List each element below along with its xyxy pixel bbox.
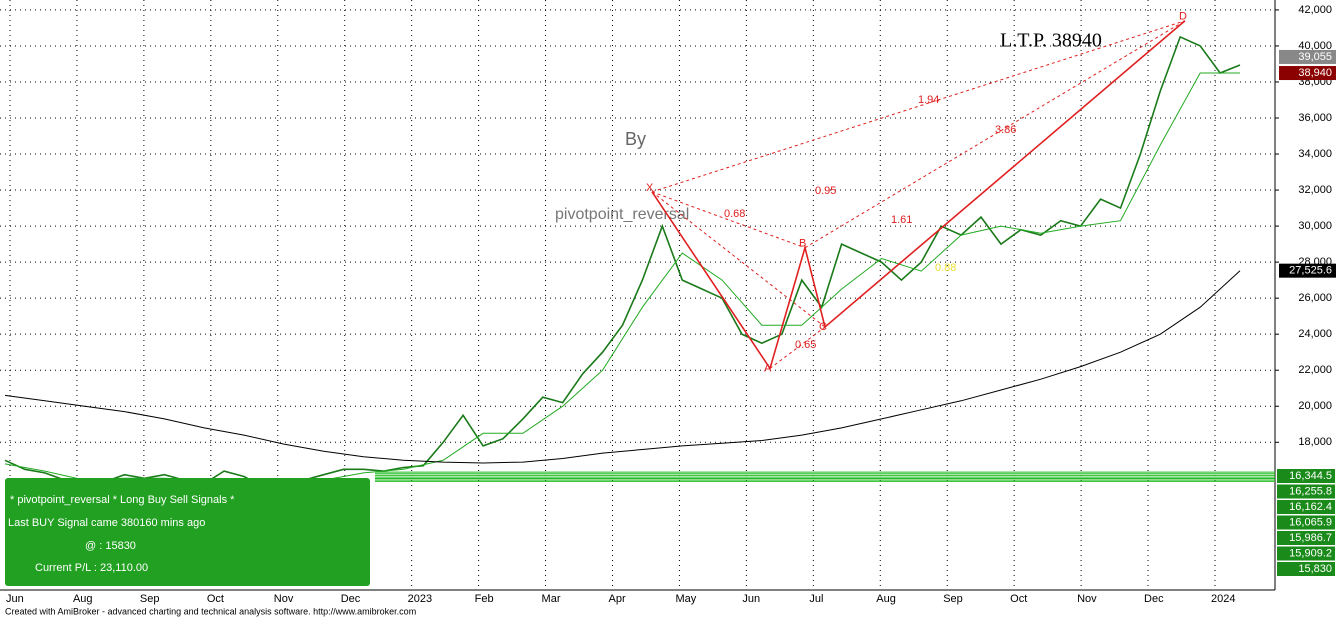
level-badge: [1277, 469, 1335, 483]
x-tick-label: Oct: [207, 593, 224, 605]
x-tick-label: Apr: [609, 593, 626, 605]
x-tick-label: Sep: [943, 593, 963, 605]
signal-text: Last BUY Signal came 380160 mins ago: [8, 517, 205, 529]
x-tick-label: Oct: [1010, 593, 1027, 605]
price-badge: [1279, 66, 1336, 81]
pattern-dashed: [804, 20, 1186, 249]
price-badge: [1279, 49, 1336, 64]
footer: Created with AmiBroker - advanced charti…: [5, 606, 416, 616]
signal-text: * pivotpoint_reversal * Long Buy Sell Si…: [10, 494, 235, 506]
x-tick-label: Aug: [876, 593, 896, 605]
pattern-dashed: [651, 191, 826, 328]
level-label: 15,909.2: [1289, 547, 1332, 559]
level-label: 15,830: [1298, 563, 1332, 575]
level-badge: [1277, 531, 1335, 545]
pattern-point: D: [1179, 11, 1187, 23]
ratio-label: 1.61: [891, 214, 912, 226]
by-label: By: [625, 129, 646, 149]
x-tick-label: Nov: [1077, 593, 1097, 605]
pattern-point: X: [646, 182, 654, 194]
system-label: pivotpoint_reversal: [555, 206, 689, 223]
x-tick-label: Aug: [73, 593, 93, 605]
y-tick-label: 22,000: [1298, 364, 1332, 376]
y-tick-label: 30,000: [1298, 220, 1332, 232]
ratio-label: 0.68: [724, 208, 745, 220]
x-tick-label: Sep: [140, 593, 160, 605]
x-tick-label: Nov: [274, 593, 294, 605]
y-tick-label: 34,000: [1298, 148, 1332, 160]
level-badge: [1277, 562, 1335, 576]
price-label: 38,940: [1298, 67, 1332, 79]
level-badge: [1277, 484, 1335, 499]
signal-text: @ : 15830: [85, 540, 136, 552]
x-tick-label: Dec: [1144, 593, 1164, 605]
x-tick-label: 2024: [1211, 593, 1235, 605]
level-label: 15,986.7: [1289, 532, 1332, 544]
x-tick-label: 2023: [408, 593, 432, 605]
level-label: 16,255.8: [1289, 485, 1332, 497]
price-line: [4, 270, 1241, 464]
y-tick-label: 32,000: [1298, 184, 1332, 196]
y-tick-label: 42,000: [1298, 4, 1332, 16]
ratio-label: 0.95: [815, 185, 836, 197]
level-label: 16,344.5: [1289, 470, 1332, 482]
ratio-label: 3.86: [995, 124, 1016, 136]
pattern-point: A: [764, 362, 772, 374]
ratio-label: 0.88: [935, 262, 956, 274]
x-tick-label: Jun: [6, 593, 24, 605]
x-tick-label: May: [675, 593, 696, 605]
ltp-title: L.T.P. 38940: [1000, 30, 1102, 52]
y-tick-label: 20,000: [1298, 400, 1332, 412]
x-tick-label: Jul: [809, 593, 823, 605]
y-tick-label: 24,000: [1298, 328, 1332, 340]
x-tick-label: Dec: [341, 593, 361, 605]
pattern-line: [651, 20, 1186, 371]
pattern-point: C: [819, 321, 827, 333]
x-tick-label: Jun: [742, 593, 760, 605]
price-label: 39,055: [1298, 51, 1332, 63]
price-label: 27,525.6: [1289, 265, 1332, 277]
y-tick-label: 26,000: [1298, 292, 1332, 304]
level-badge: [1277, 500, 1335, 514]
y-tick-label: 40,000: [1298, 40, 1332, 52]
x-tick-label: Mar: [542, 593, 561, 605]
signal-text: Current P/L : 23,110.00: [35, 562, 148, 574]
level-badge: [1277, 546, 1335, 561]
x-tick-label: Feb: [475, 593, 494, 605]
ratio-label: 0.65: [795, 339, 816, 351]
signal-box: [5, 478, 370, 586]
y-tick-label: 18,000: [1298, 436, 1332, 448]
level-label: 16,065.9: [1289, 516, 1332, 528]
level-badge: [1277, 515, 1335, 530]
pattern-point: B: [799, 238, 806, 250]
price-badge: [1279, 263, 1336, 278]
y-tick-label: 36,000: [1298, 112, 1332, 124]
ratio-label: 1.94: [918, 94, 939, 106]
level-label: 16,162.4: [1289, 501, 1332, 513]
